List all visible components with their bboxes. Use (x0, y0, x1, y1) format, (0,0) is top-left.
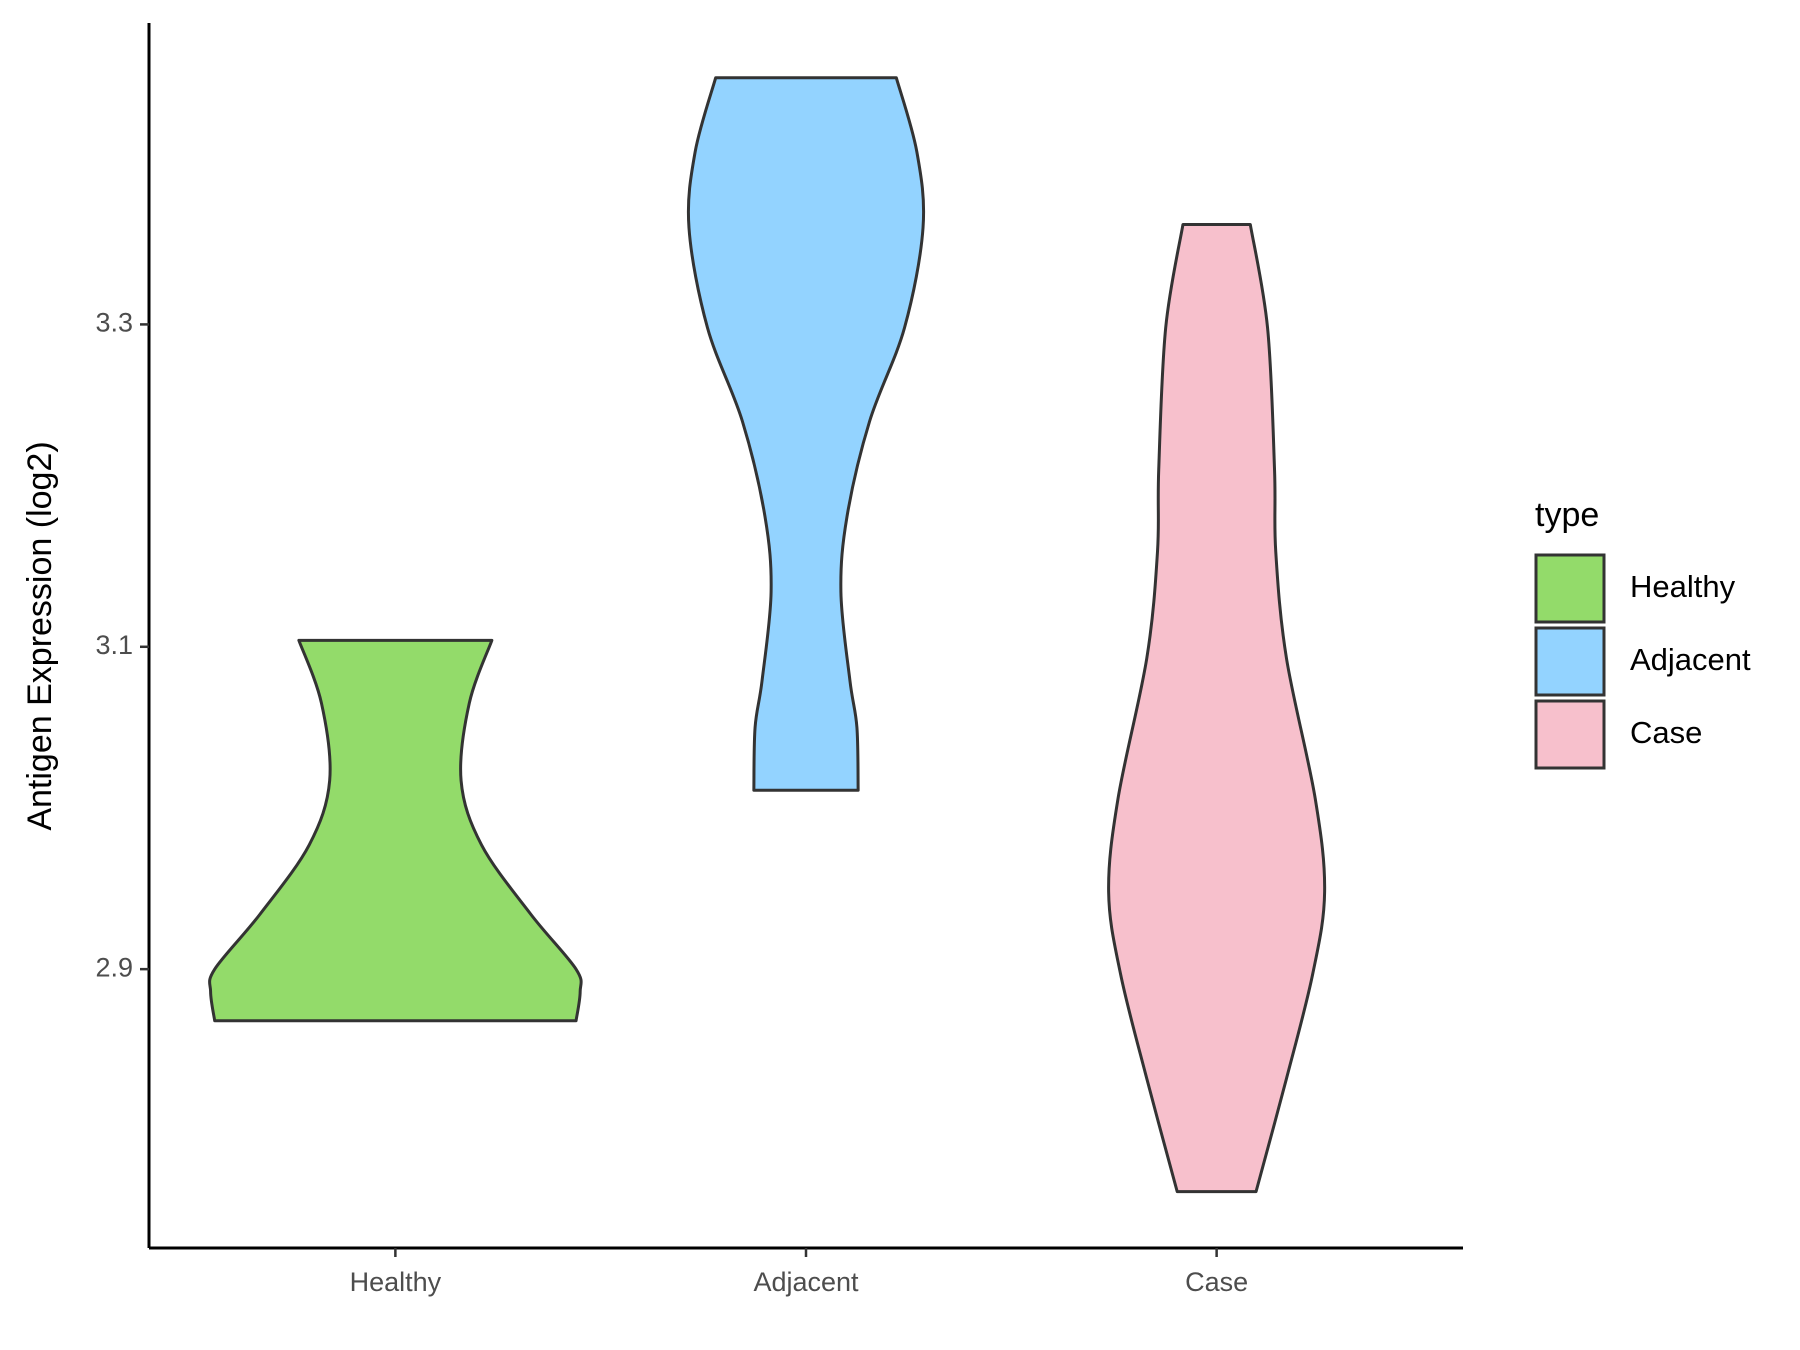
legend-swatch (1534, 699, 1606, 770)
violin (208, 638, 583, 1023)
legend-label: Adjacent (1630, 642, 1751, 677)
x-tick-label: Case (1185, 1267, 1248, 1297)
legend-label: Healthy (1630, 569, 1736, 604)
violin (1107, 222, 1327, 1194)
legend-swatch (1534, 553, 1606, 624)
x-tick-label: Adjacent (753, 1267, 859, 1297)
legend-swatch (1534, 626, 1606, 697)
x-tick-label: Healthy (350, 1267, 442, 1297)
y-axis-title: Antigen Expression (log2) (21, 441, 59, 830)
y-tick-label: 3.3 (95, 308, 133, 338)
legend-label: Case (1630, 715, 1702, 750)
y-tick-label: 2.9 (95, 952, 133, 982)
legend-title: type (1535, 496, 1599, 534)
violin (686, 76, 926, 792)
y-tick-label: 3.1 (95, 630, 133, 660)
